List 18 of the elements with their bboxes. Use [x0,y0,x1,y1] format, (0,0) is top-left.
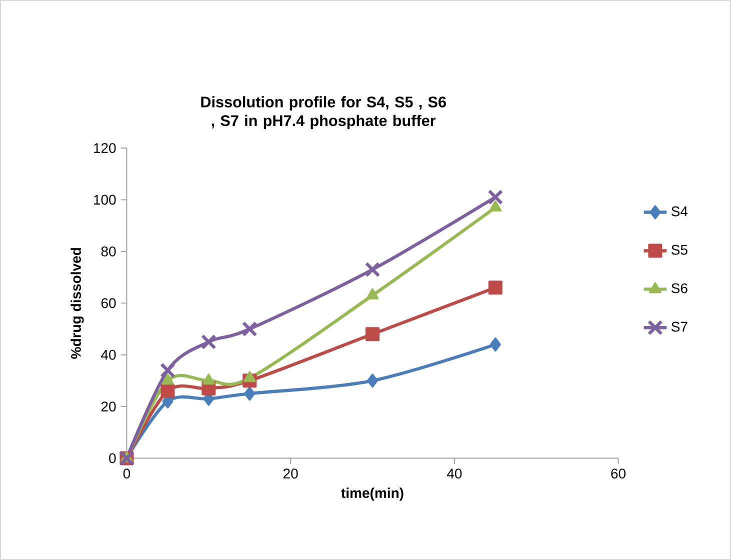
x-tick-label: 0 [123,468,130,478]
y-tick-label: 20 [101,401,116,412]
legend-label: S4 [671,206,688,216]
x-axis-title: time(min) [341,488,404,501]
y-tick-label: 80 [101,246,116,256]
chart-title: Dissolution profile for S4, S5 , S6 , S7 in pH7.4 phosphate buffer [201,96,446,130]
legend-label: S5 [671,244,688,255]
y-tick-label: 60 [101,298,116,308]
legend-label: S7 [671,322,688,332]
y-tick-label: 120 [94,142,116,153]
y-axis-title: %drug dissolved [70,248,84,359]
x-tick-label: 60 [611,468,626,478]
y-tick-label: 40 [101,350,116,360]
x-tick-label: 20 [284,468,298,478]
y-tick-label: 0 [109,453,116,464]
x-tick-label: 40 [446,468,462,478]
y-tick-label: 100 [94,194,116,205]
legend-label: S6 [671,283,688,294]
